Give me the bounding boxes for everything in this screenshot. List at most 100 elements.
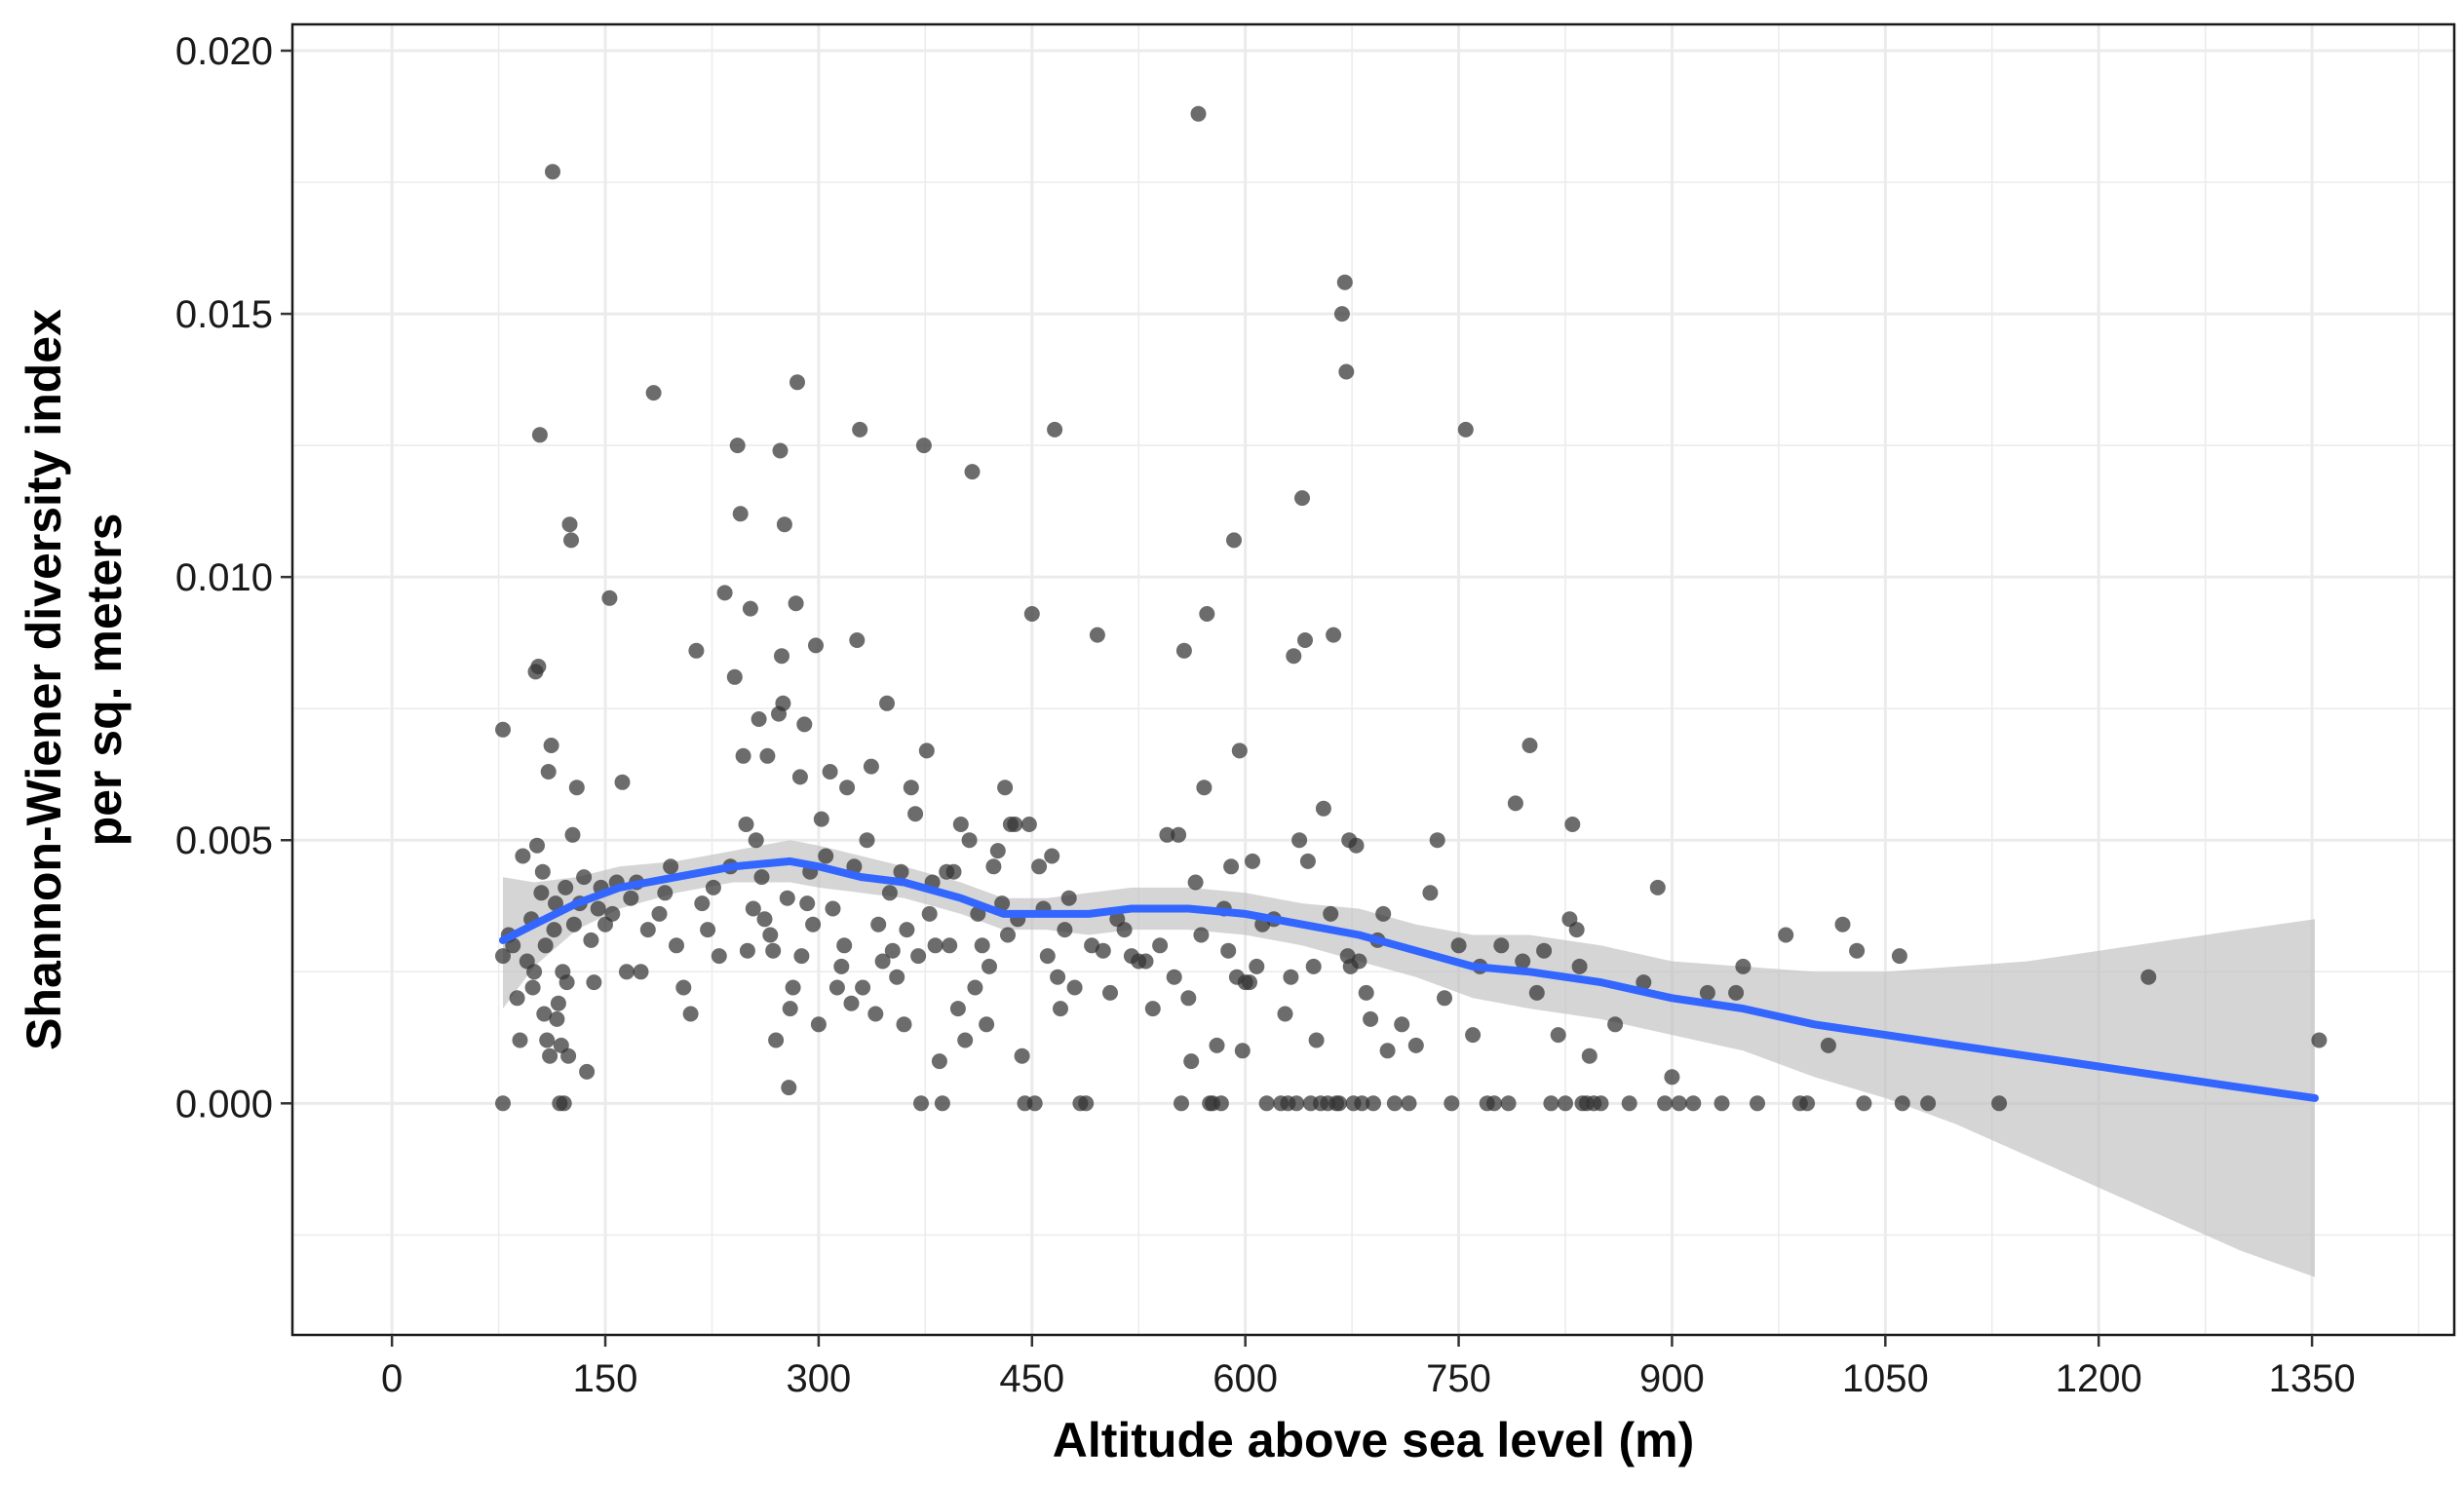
data-point xyxy=(945,863,962,880)
data-point xyxy=(657,885,674,901)
data-point xyxy=(1671,1095,1687,1112)
data-point xyxy=(1234,1043,1251,1059)
data-point xyxy=(1144,1001,1161,1017)
data-point xyxy=(1336,274,1353,290)
data-point xyxy=(1116,922,1133,938)
data-point xyxy=(1486,1095,1502,1112)
data-point xyxy=(651,905,668,922)
data-point xyxy=(1283,969,1299,985)
data-point xyxy=(775,695,791,711)
data-point xyxy=(774,648,789,665)
data-point xyxy=(512,1032,528,1048)
data-point xyxy=(1231,742,1248,759)
data-point xyxy=(1991,1095,2008,1112)
data-point xyxy=(1444,1095,1460,1112)
data-point xyxy=(1657,1095,1674,1112)
data-point xyxy=(1568,922,1585,938)
data-point xyxy=(1044,848,1060,864)
panel-border xyxy=(290,22,2456,1337)
confidence-band-area xyxy=(503,840,2315,1277)
data-point xyxy=(1159,826,1175,843)
data-point xyxy=(2311,1032,2328,1048)
data-point xyxy=(614,774,631,790)
data-point xyxy=(779,890,795,906)
data-point xyxy=(1014,1047,1030,1064)
data-point xyxy=(805,916,822,933)
data-point xyxy=(1457,421,1474,438)
data-point xyxy=(813,811,829,827)
data-point xyxy=(590,900,606,917)
data-point xyxy=(893,863,909,880)
data-point xyxy=(1351,953,1367,970)
data-point xyxy=(785,979,801,996)
data-point xyxy=(810,1016,827,1033)
data-point xyxy=(1053,1001,1068,1017)
data-point xyxy=(1386,1095,1403,1112)
data-point xyxy=(927,937,943,954)
data-point xyxy=(675,979,692,996)
data-point xyxy=(1031,858,1048,875)
data-point xyxy=(952,817,969,832)
data-point xyxy=(1379,1043,1396,1059)
data-point xyxy=(1039,948,1056,965)
confidence-band xyxy=(503,840,2315,1277)
data-point xyxy=(843,995,860,1011)
data-point xyxy=(1834,916,1851,933)
data-point xyxy=(907,806,924,822)
data-point xyxy=(738,817,754,832)
data-point xyxy=(586,974,602,991)
data-point xyxy=(989,843,1006,859)
data-point xyxy=(839,780,856,796)
x-tick-label: 300 xyxy=(787,1357,852,1400)
data-point xyxy=(1515,953,1531,970)
data-point xyxy=(1193,927,1210,943)
data-point xyxy=(899,922,915,938)
data-point xyxy=(1891,948,1907,965)
x-tick-label: 1350 xyxy=(2269,1357,2356,1400)
data-point xyxy=(1258,1095,1275,1112)
data-point xyxy=(957,1032,974,1048)
data-point xyxy=(753,869,770,886)
x-axis-title: Altitude above sea level (m) xyxy=(1053,1413,1695,1467)
data-point xyxy=(1348,837,1365,854)
data-point xyxy=(762,927,779,943)
data-point xyxy=(1078,1095,1095,1112)
data-point xyxy=(729,438,746,454)
data-point xyxy=(852,421,868,438)
data-point xyxy=(524,979,541,996)
data-point xyxy=(1183,1053,1200,1070)
data-point xyxy=(1728,984,1745,1001)
data-point xyxy=(881,885,898,901)
data-point xyxy=(799,895,816,912)
data-point xyxy=(1089,627,1105,643)
x-tick-label: 1200 xyxy=(2056,1357,2142,1400)
data-point xyxy=(825,900,841,917)
data-point xyxy=(1558,1095,1573,1112)
data-point xyxy=(1636,974,1652,991)
data-point xyxy=(934,1095,950,1112)
data-point xyxy=(579,1063,596,1080)
data-point xyxy=(505,937,521,954)
data-point xyxy=(1166,969,1182,985)
data-point xyxy=(1209,1037,1225,1053)
data-point xyxy=(1023,606,1040,622)
data-point xyxy=(874,953,891,970)
grid-major xyxy=(292,24,2454,1335)
data-point xyxy=(1308,1032,1325,1048)
data-point xyxy=(1550,1027,1566,1044)
data-point xyxy=(994,895,1011,912)
data-point xyxy=(564,826,581,843)
data-point xyxy=(910,948,927,965)
data-point xyxy=(913,1095,929,1112)
data-point xyxy=(884,942,901,959)
data-point xyxy=(1102,984,1118,1001)
data-point xyxy=(997,780,1014,796)
data-point xyxy=(1226,532,1242,549)
data-point xyxy=(1507,795,1523,812)
data-point xyxy=(732,506,749,522)
data-point xyxy=(1820,1037,1836,1053)
data-point xyxy=(931,1053,947,1070)
data-point xyxy=(791,769,808,785)
